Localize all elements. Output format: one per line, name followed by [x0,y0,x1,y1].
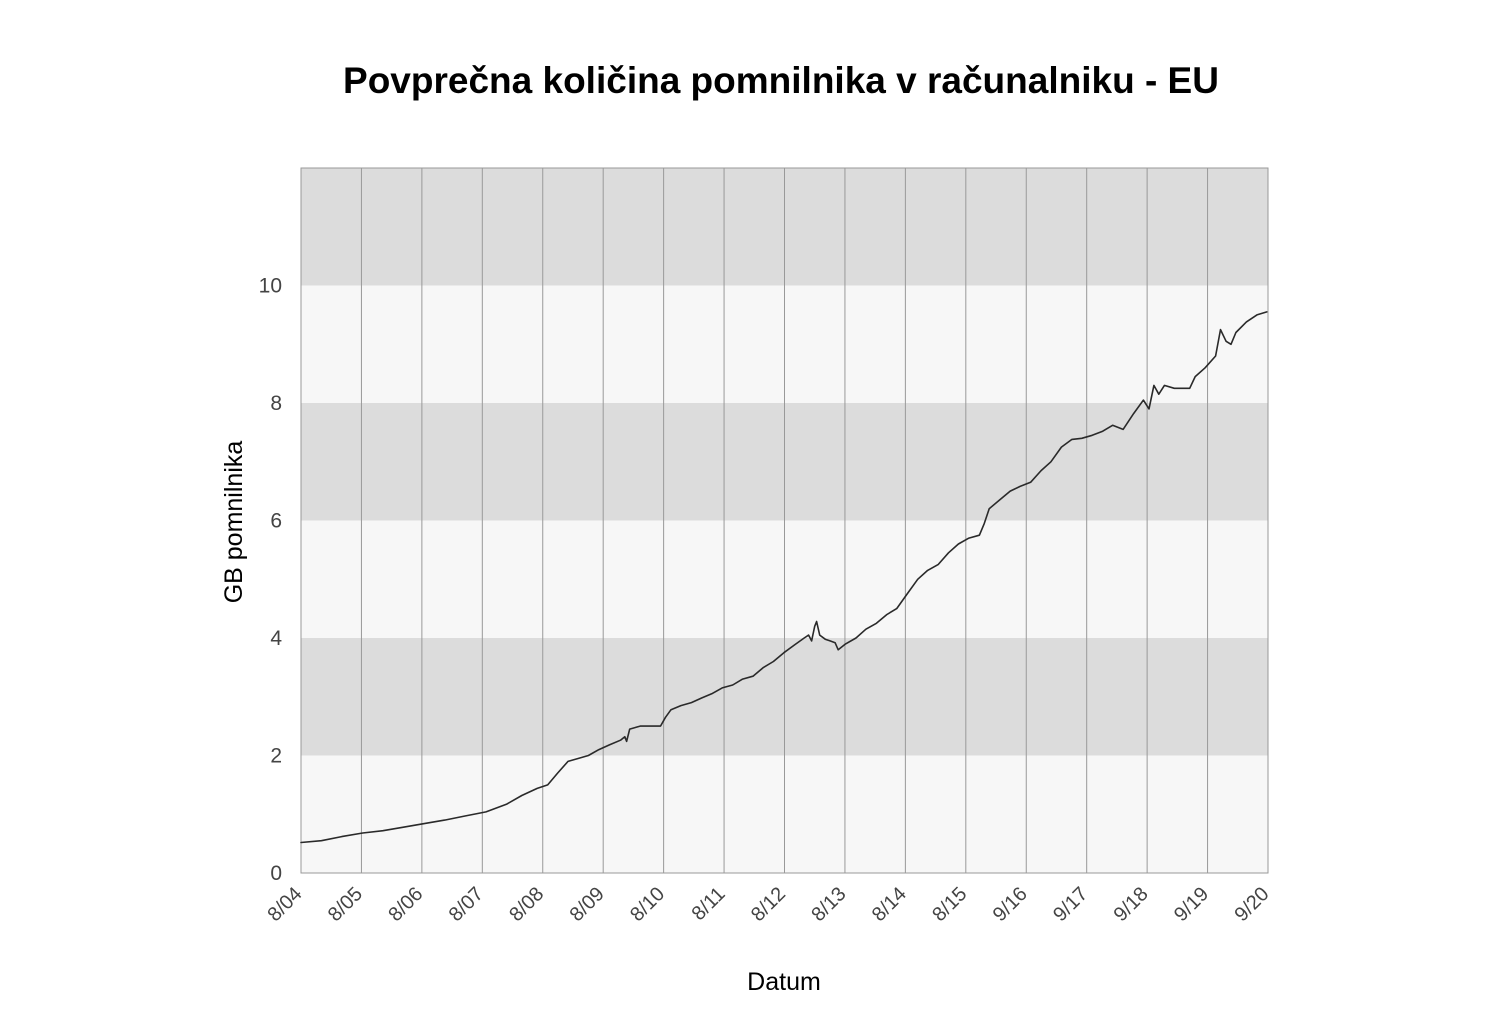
x-tick-label: 8/09 [566,883,609,926]
x-tick-label: 9/20 [1230,883,1273,926]
y-axis-label: GB pomnilnika [220,441,248,604]
y-tick-label: 10 [259,275,282,298]
x-tick-label: 9/16 [989,883,1032,926]
y-axis-ticks: 0 2 4 6 8 10 [259,275,283,886]
y-tick-label: 2 [270,745,282,768]
y-tick-label: 4 [270,627,282,650]
plot-frame [300,167,1269,874]
y-tick-label: 0 [270,862,282,885]
y-tick-label: 8 [270,392,282,415]
x-axis-ticks: 8/04 8/05 8/06 8/07 8/08 8/09 8/10 8/11 8/12 8/13… [263,883,1273,926]
x-tick-label: 9/18 [1110,883,1153,926]
series-group [300,311,1268,844]
y-tick-label: 6 [270,510,282,533]
x-tick-label: 8/10 [626,883,669,926]
series-line-0 [300,311,1268,844]
x-tick-label: 8/04 [263,883,306,926]
x-tick-label: 8/06 [384,883,427,926]
x-tick-label: 8/08 [505,883,548,926]
x-tick-label: 8/13 [807,883,850,926]
x-tick-label: 9/19 [1170,883,1213,926]
chart-title: Povprečna količina pomnilnika v računaln… [343,60,1219,101]
x-tick-label: 8/12 [747,883,790,926]
x-tick-label: 8/11 [688,883,730,925]
vertical-gridlines [300,167,1269,874]
x-tick-label: 8/15 [928,883,971,926]
x-tick-label: 8/07 [445,883,488,926]
x-axis-label: Datum [747,968,821,996]
x-tick-label: 8/14 [868,883,911,926]
x-tick-label: 9/17 [1049,883,1092,926]
x-tick-label: 8/05 [324,883,367,926]
